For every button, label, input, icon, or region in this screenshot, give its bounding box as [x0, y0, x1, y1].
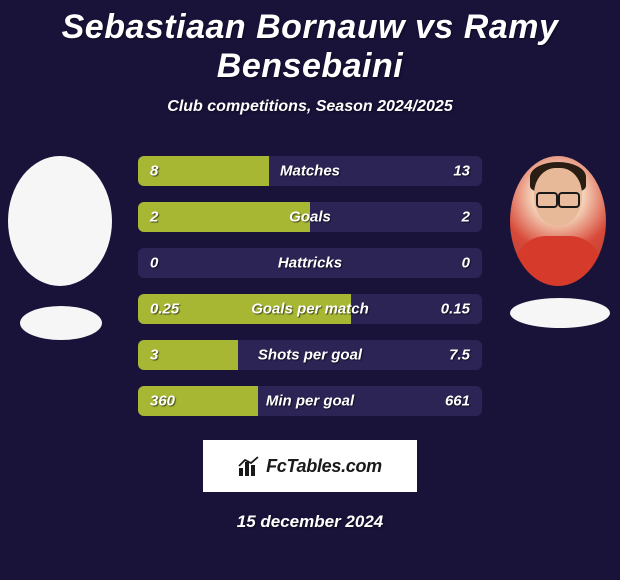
stat-right-value: 13	[453, 163, 470, 180]
stat-label: Goals per match	[251, 301, 369, 318]
stat-row: 0 Hattricks 0	[138, 248, 482, 278]
glasses-icon	[536, 192, 580, 206]
club-left-badge	[20, 306, 102, 340]
stat-left-value: 0.25	[150, 301, 179, 318]
source-badge: FcTables.com	[203, 440, 417, 492]
stat-left-value: 0	[150, 255, 158, 272]
stat-left-value: 8	[150, 163, 158, 180]
comparison-panel: 8 Matches 13 2 Goals 2 0 Hattricks 0 0.25 Goals pe…	[0, 156, 620, 426]
stat-label: Min per goal	[266, 393, 354, 410]
stat-row: 2 Goals 2	[138, 202, 482, 232]
stat-left-value: 3	[150, 347, 158, 364]
source-badge-text: FcTables.com	[266, 456, 382, 477]
stat-label: Hattricks	[278, 255, 342, 272]
stat-label: Matches	[280, 163, 340, 180]
stat-row: 8 Matches 13	[138, 156, 482, 186]
player-left-group	[8, 156, 112, 340]
page-title: Sebastiaan Bornauw vs Ramy Bensebaini	[0, 0, 620, 86]
avatar-shirt	[516, 236, 600, 286]
stat-right-value: 0	[462, 255, 470, 272]
bars-chart-icon	[238, 456, 260, 476]
club-right-badge	[510, 298, 610, 328]
date-label: 15 december 2024	[0, 512, 620, 532]
player-left-avatar	[8, 156, 112, 286]
subtitle: Club competitions, Season 2024/2025	[0, 98, 620, 116]
stat-label: Goals	[289, 209, 331, 226]
stat-row: 360 Min per goal 661	[138, 386, 482, 416]
bar-right-segment	[310, 202, 482, 232]
stat-right-value: 2	[462, 209, 470, 226]
stat-bars: 8 Matches 13 2 Goals 2 0 Hattricks 0 0.25 Goals pe…	[138, 156, 482, 432]
player-right-avatar	[510, 156, 606, 286]
stat-left-value: 2	[150, 209, 158, 226]
bar-left-segment	[138, 202, 310, 232]
stat-label: Shots per goal	[258, 347, 362, 364]
stat-row: 0.25 Goals per match 0.15	[138, 294, 482, 324]
stat-left-value: 360	[150, 393, 175, 410]
stat-right-value: 661	[445, 393, 470, 410]
stat-right-value: 7.5	[449, 347, 470, 364]
player-right-group	[510, 156, 610, 328]
stat-row: 3 Shots per goal 7.5	[138, 340, 482, 370]
stat-right-value: 0.15	[441, 301, 470, 318]
